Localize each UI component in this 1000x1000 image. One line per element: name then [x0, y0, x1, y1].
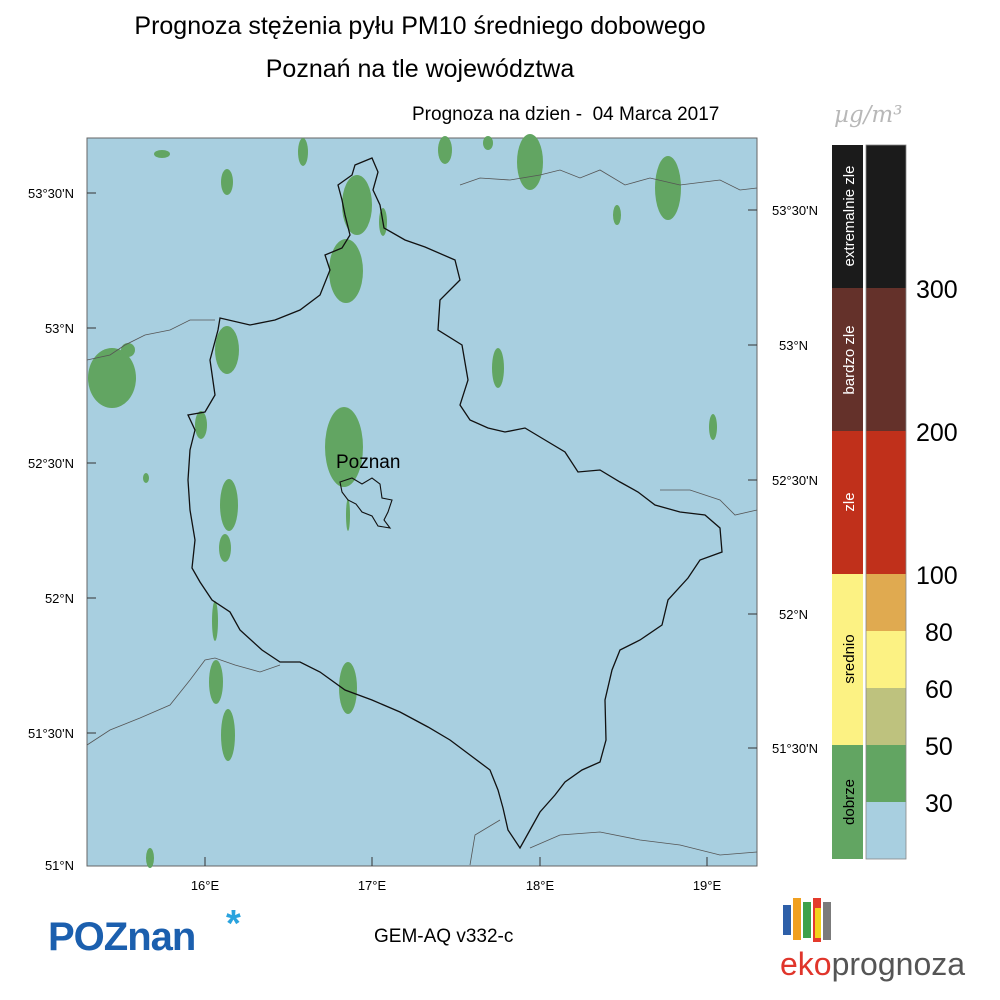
good-area: [88, 348, 136, 408]
good-area: [492, 348, 504, 388]
good-area: [438, 136, 452, 164]
legend-category-dobrze: [832, 745, 863, 859]
legend-category-label: srednio: [841, 634, 858, 683]
scale-band: [866, 745, 906, 802]
scale-band: [866, 631, 906, 688]
lat-label-left: 53°N: [45, 321, 74, 336]
ekoprognoza-logo: ekoprognoza: [780, 946, 965, 983]
good-area: [220, 479, 238, 531]
legend-category-bardzo: [832, 288, 863, 431]
good-area: [209, 660, 223, 704]
legend-category-extremalnie: [832, 145, 863, 288]
lat-label-left: 52°30'N: [28, 456, 74, 471]
eko-text: eko: [780, 946, 832, 982]
good-area: [221, 709, 235, 761]
good-area: [212, 601, 218, 641]
lat-label-left: 51°N: [45, 858, 74, 873]
asterisk-icon: *: [226, 903, 241, 945]
map-title: Prognoza stężenia pyłu PM10 średniego do…: [134, 12, 706, 40]
legend-level: 50: [925, 733, 953, 761]
good-area: [146, 848, 154, 868]
poznan-logo-text: POZnan: [48, 915, 196, 959]
good-area: [517, 134, 543, 190]
good-area: [121, 343, 135, 357]
poznan-logo: POZnan *: [48, 903, 241, 965]
lat-label-right: 53°30'N: [772, 203, 818, 218]
legend-category-label: zle: [841, 492, 858, 511]
map-subtitle: Poznań na tle województwa: [265, 55, 575, 83]
pm10-good-areas: [88, 134, 717, 868]
scale-band: [866, 431, 906, 574]
legend-level: 80: [925, 619, 953, 647]
scale-band: [866, 288, 906, 431]
good-area: [219, 534, 231, 562]
lat-label-right: 51°30'N: [772, 741, 818, 756]
good-area: [483, 136, 493, 150]
poznan-city-border: [339, 477, 393, 529]
lat-label-left: 51°30'N: [28, 726, 74, 741]
good-area: [613, 205, 621, 225]
legend-category-label: dobrze: [841, 779, 858, 825]
good-area: [154, 150, 170, 158]
legend-level: 100: [916, 562, 958, 590]
city-label: Poznan: [336, 452, 400, 473]
lon-ticks: [204, 857, 708, 866]
scale-band: [866, 802, 906, 859]
legend-level: 60: [925, 676, 953, 704]
good-area: [346, 499, 350, 531]
lon-label: 18°E: [526, 878, 555, 893]
forecast-date: Prognoza na dzien - 04 Marca 2017: [412, 104, 720, 125]
good-area: [298, 138, 308, 166]
legend-unit: µg/m³: [834, 102, 903, 128]
legend-category-label: bardzo zle: [841, 325, 858, 394]
model-version: GEM-AQ v332-c: [374, 926, 514, 947]
lat-label-left: 53°30'N: [28, 186, 74, 201]
legend-color-scale: [865, 144, 907, 860]
good-area: [325, 407, 363, 487]
lat-ticks-left: [87, 192, 96, 734]
good-area: [329, 239, 363, 303]
lon-label: 16°E: [191, 878, 220, 893]
good-area: [655, 156, 681, 220]
legend-category-bar: [832, 145, 863, 859]
good-area: [143, 473, 149, 483]
legend-category-zle: [832, 431, 863, 574]
legend-level: 30: [925, 790, 953, 818]
lat-label-right: 52°N: [779, 607, 808, 622]
neighbour-borders: [86, 169, 758, 866]
good-area: [221, 169, 233, 195]
map-background: [86, 137, 758, 867]
lon-label: 17°E: [358, 878, 387, 893]
legend-category-label: extremalnie zle: [841, 166, 858, 267]
lat-label-right: 53°N: [779, 338, 808, 353]
lat-ticks-right: [748, 209, 757, 749]
good-area: [339, 662, 357, 714]
good-area: [342, 175, 372, 235]
province-border: [187, 157, 723, 850]
lon-label: 19°E: [693, 878, 722, 893]
legend-category-srednio: [832, 574, 863, 745]
scale-band: [866, 574, 906, 631]
prognoza-text: prognoza: [831, 946, 966, 982]
legend-level: 200: [916, 419, 958, 447]
good-area: [195, 411, 207, 439]
legend-level: 300: [916, 276, 958, 304]
ekoprognoza-logo-bars: [783, 898, 831, 942]
good-area: [215, 326, 239, 374]
scale-band: [866, 145, 906, 288]
good-area: [709, 414, 717, 440]
lat-label-left: 52°N: [45, 591, 74, 606]
lat-label-right: 52°30'N: [772, 473, 818, 488]
scale-band: [866, 688, 906, 745]
